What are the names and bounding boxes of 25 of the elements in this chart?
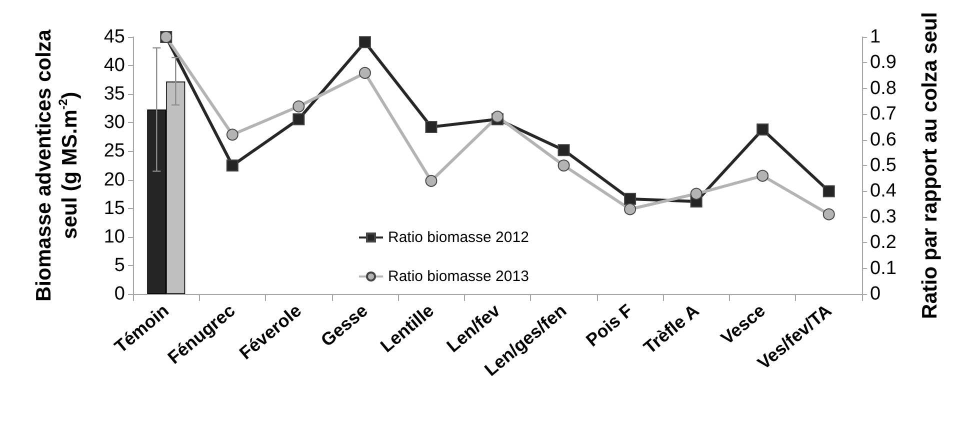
- y2-tick-label: 0.7: [870, 104, 896, 125]
- y2-axis-title: Ratio par rapport au colza seul: [918, 12, 942, 319]
- y-tick-label: 0: [114, 284, 125, 304]
- y2-tick-label: 0.1: [870, 258, 896, 279]
- legend-label: Ratio biomasse 2012: [388, 229, 529, 246]
- y2-tick-label: 0.8: [870, 78, 896, 99]
- y2-tick-label: 0: [870, 284, 881, 304]
- y-tick-label: 20: [104, 169, 125, 190]
- y2-tick-label: 1: [870, 26, 881, 48]
- y2-tick-label: 0.3: [870, 206, 896, 228]
- y2-tick-label: 0.2: [870, 232, 896, 254]
- y-tick-label: 15: [104, 198, 125, 219]
- y2-tick-label: 0.4: [870, 180, 897, 202]
- y-tick-label: 35: [104, 84, 125, 105]
- y-tick-label: 40: [104, 55, 125, 76]
- y-tick-label: 10: [104, 226, 125, 248]
- y2-tick-label: 0.5: [870, 155, 896, 176]
- y2-tick-label: 0.6: [870, 129, 896, 150]
- y-tick-label: 45: [104, 26, 125, 48]
- legend-label: Ratio biomasse 2013: [388, 268, 529, 285]
- x-tick-label: Pois F: [582, 300, 636, 350]
- y2-tick-label: 0.9: [870, 52, 896, 74]
- y-tick-label: 5: [114, 254, 125, 276]
- y-tick-label: 25: [104, 140, 125, 162]
- y-tick-label: 30: [104, 112, 125, 134]
